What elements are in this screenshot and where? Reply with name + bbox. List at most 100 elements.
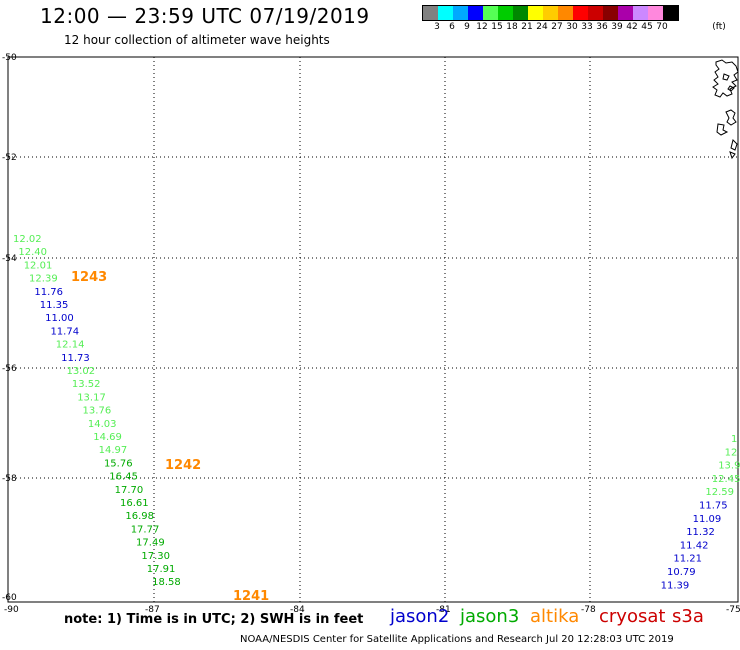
legend-label: 24 bbox=[536, 22, 548, 32]
legend-unit: (ft) bbox=[712, 22, 726, 32]
swh-reading: 17.30 bbox=[141, 551, 170, 562]
swh-reading: 12.59 bbox=[705, 487, 734, 498]
legend-label: 42 bbox=[626, 22, 638, 32]
swh-reading: 13.17 bbox=[77, 392, 106, 403]
swh-reading: 12.45 bbox=[712, 474, 740, 485]
swh-reading: 12.01 bbox=[24, 260, 53, 271]
swh-reading: 11.42 bbox=[680, 540, 709, 551]
swh-reading: 17.49 bbox=[136, 538, 165, 549]
swh-reading: 10.79 bbox=[667, 567, 696, 578]
swh-reading: 13.9 bbox=[718, 461, 740, 472]
lon-tick-label: -81 bbox=[436, 605, 451, 615]
swh-reading: 16.45 bbox=[109, 472, 138, 483]
track-east: 1 12 13.9 12.45 12.59 11.75 11.09 11.32 11.42 11.… bbox=[661, 434, 740, 591]
swh-reading: 11.74 bbox=[50, 326, 79, 337]
swh-reading: 17.91 bbox=[147, 564, 176, 575]
pass-label: 1242 bbox=[165, 458, 201, 473]
swh-reading: 16.61 bbox=[120, 498, 149, 509]
legend-swatch bbox=[618, 6, 633, 20]
lon-tick-label: -84 bbox=[290, 605, 305, 615]
legend-altika: altika bbox=[530, 606, 580, 627]
legend-swatch bbox=[528, 6, 543, 20]
legend-label: 70 bbox=[656, 22, 668, 32]
pass-label: 1243 bbox=[71, 270, 107, 285]
legend-label: 39 bbox=[611, 22, 623, 32]
lat-tick-label: -58 bbox=[2, 474, 17, 484]
legend-swatch bbox=[513, 6, 528, 20]
swh-reading: 11.39 bbox=[661, 580, 690, 591]
coastline-icon bbox=[712, 59, 739, 160]
legend-label: 3 bbox=[434, 22, 440, 32]
legend-swatch bbox=[633, 6, 648, 20]
swh-reading: 12.40 bbox=[18, 247, 47, 258]
pass-label: 1241 bbox=[233, 589, 269, 604]
swh-reading: 13.76 bbox=[83, 406, 112, 417]
credit-line: NOAA/NESDIS Center for Satellite Applica… bbox=[240, 634, 674, 645]
swh-reading: 15.76 bbox=[104, 458, 133, 469]
legend-swatch bbox=[558, 6, 573, 20]
swh-reading: 14.69 bbox=[93, 432, 122, 443]
page-subtitle: 12 hour collection of altimeter wave hei… bbox=[64, 33, 330, 47]
legend-swatch bbox=[648, 6, 663, 20]
swh-reading: 12 bbox=[725, 447, 738, 458]
legend-label: 12 bbox=[476, 22, 488, 32]
lat-tick-label: -56 bbox=[2, 364, 17, 374]
swh-reading: 11.35 bbox=[40, 300, 69, 311]
swh-reading: 13.52 bbox=[72, 379, 101, 390]
swh-reading: 11.75 bbox=[699, 501, 728, 512]
swh-reading: 14.03 bbox=[88, 419, 117, 430]
lat-tick-label: -52 bbox=[2, 153, 17, 163]
legend-swatch bbox=[483, 6, 498, 20]
legend-label: 6 bbox=[449, 22, 455, 32]
lon-tick-label: -75 bbox=[726, 605, 740, 615]
swh-reading: 13.02 bbox=[67, 366, 96, 377]
lon-tick-label: -78 bbox=[581, 605, 596, 615]
legend-swatch bbox=[543, 6, 558, 20]
swh-reading: 11.09 bbox=[693, 514, 722, 525]
legend-label: 36 bbox=[596, 22, 608, 32]
legend-swatch bbox=[468, 6, 483, 20]
legend-swatch bbox=[423, 6, 438, 20]
map-frame bbox=[7, 56, 739, 603]
legend-swatch bbox=[663, 6, 678, 20]
legend-swatch bbox=[603, 6, 618, 20]
swh-reading: 12.39 bbox=[29, 274, 58, 285]
page-title: 12:00 — 23:59 UTC 07/19/2019 bbox=[40, 4, 370, 28]
swh-reading: 16.98 bbox=[125, 511, 154, 522]
swh-reading: 11.73 bbox=[61, 353, 90, 364]
legend-label: 30 bbox=[566, 22, 578, 32]
legend-cryosat: cryosat bbox=[599, 606, 666, 627]
legend-label: 27 bbox=[551, 22, 563, 32]
legend-label: 45 bbox=[641, 22, 653, 32]
swh-reading: 11.21 bbox=[673, 554, 702, 565]
legend-swatch bbox=[588, 6, 603, 20]
legend-jason3: jason3 bbox=[460, 606, 520, 627]
legend-swatch bbox=[573, 6, 588, 20]
swh-reading: 11.00 bbox=[45, 313, 74, 324]
legend-s3a: s3a bbox=[672, 606, 704, 627]
legend-swatch bbox=[498, 6, 513, 20]
swh-reading: 11.76 bbox=[34, 287, 63, 298]
swh-reading: 18.58 bbox=[152, 577, 181, 588]
swh-reading: 11.32 bbox=[686, 527, 715, 538]
legend-label: 33 bbox=[581, 22, 593, 32]
swh-reading: 17.77 bbox=[131, 524, 160, 535]
swh-reading: 1 bbox=[731, 434, 737, 445]
legend-jason2: jason2 bbox=[390, 606, 450, 627]
lat-tick-label: -60 bbox=[2, 593, 17, 603]
lon-tick-label: -87 bbox=[145, 605, 160, 615]
swh-reading: 17.70 bbox=[115, 485, 144, 496]
footnote: note: 1) Time is in UTC; 2) SWH is in fe… bbox=[64, 612, 364, 627]
swh-reading: 14.97 bbox=[99, 445, 128, 456]
legend-swatch bbox=[438, 6, 453, 20]
legend-label: 18 bbox=[506, 22, 518, 32]
swh-reading: 12.14 bbox=[56, 340, 85, 351]
lon-tick-label: -90 bbox=[4, 605, 19, 615]
legend-label: 9 bbox=[464, 22, 470, 32]
lat-tick-label: -54 bbox=[2, 254, 17, 264]
legend-label: 15 bbox=[491, 22, 503, 32]
lat-tick-label: -50 bbox=[2, 53, 17, 63]
color-scale-legend bbox=[422, 5, 679, 21]
legend-swatch bbox=[453, 6, 468, 20]
